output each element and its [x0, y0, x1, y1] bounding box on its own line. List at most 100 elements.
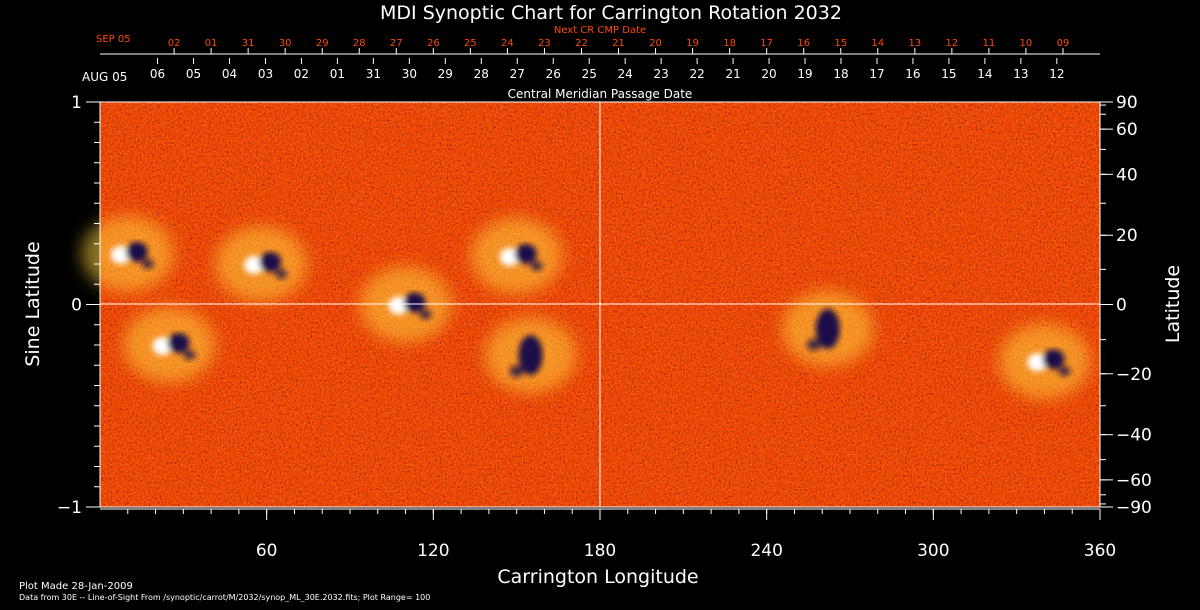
cmp-date-label: 21 — [725, 67, 740, 81]
positive-spot — [1027, 353, 1048, 372]
active-region — [499, 243, 543, 271]
x-tick-label: 300 — [917, 541, 949, 561]
negative-spot — [167, 333, 190, 353]
next-cmp-date-label: 20 — [649, 38, 662, 49]
negative-spot — [183, 350, 196, 360]
next-cmp-start-label: SEP 05 — [96, 34, 131, 45]
next-cmp-date-label: 27 — [390, 38, 403, 49]
negative-spot — [403, 292, 426, 313]
negative-spot — [806, 338, 821, 351]
next-cmp-axis-label: Next CR CMP Date — [554, 25, 646, 36]
negative-spot — [1042, 349, 1065, 370]
cmp-date-label: 22 — [689, 67, 704, 81]
next-cmp-date-label: 15 — [834, 38, 847, 49]
cmp-date-label: 25 — [582, 67, 597, 81]
next-cmp-date-label: 13 — [908, 38, 921, 49]
next-cmp-date-label: 29 — [316, 38, 329, 49]
x-tick-label: 240 — [750, 541, 782, 561]
next-cmp-date-label: 26 — [427, 38, 440, 49]
cmp-date-label: 15 — [941, 67, 956, 81]
data-source-note: Data from 30E -- Line-of-Sight From /syn… — [19, 593, 430, 602]
lat-tick-label: 60 — [1116, 120, 1138, 140]
active-region — [388, 292, 432, 320]
x-tick-label: 360 — [1084, 541, 1116, 561]
next-cmp-date-label: 28 — [353, 38, 366, 49]
negative-spot — [141, 258, 154, 269]
cmp-date-label: 12 — [1049, 67, 1064, 81]
cmp-axis-label: Central Meridian Passage Date — [508, 87, 693, 101]
next-cmp-date-label: 18 — [723, 38, 736, 49]
cmp-date-label: 20 — [761, 67, 776, 81]
negative-spot — [530, 260, 543, 271]
positive-spot — [499, 247, 520, 266]
carrington-longitude-axis: 60 120 180 240 300 360 — [100, 508, 1116, 561]
cmp-date-label: 16 — [905, 67, 920, 81]
next-cmp-date-label: 31 — [242, 38, 255, 49]
negative-spot — [275, 269, 288, 279]
next-cmp-date-label: 14 — [871, 38, 884, 49]
cmp-date-label: 27 — [510, 67, 525, 81]
cmp-date-label: 01 — [330, 67, 345, 81]
y-tick-label-sine: −1 — [57, 498, 82, 518]
cmp-date-label: 31 — [366, 67, 381, 81]
cmp-date-label: 03 — [258, 67, 273, 81]
active-region — [152, 333, 196, 360]
sine-latitude-axis: −1 0 1 — [57, 93, 100, 518]
cmp-date-label: 30 — [402, 67, 417, 81]
next-cmp-date-label: 02 — [168, 38, 181, 49]
lat-tick-label: 90 — [1116, 93, 1138, 113]
y-tick-label-sine: 1 — [71, 93, 82, 113]
cmp-date-label: 05 — [186, 67, 201, 81]
next-cmp-date-label: 22 — [575, 38, 588, 49]
lat-tick-label: −60 — [1116, 471, 1152, 491]
cmp-date-label: 13 — [1013, 67, 1028, 81]
negative-spot — [518, 335, 543, 376]
y-axis-label-left: Sine Latitude — [22, 241, 44, 366]
next-cmp-date-label: 17 — [760, 38, 773, 49]
lat-tick-label: −20 — [1116, 365, 1152, 385]
x-tick-label: 180 — [584, 541, 616, 561]
magnetogram-map — [81, 101, 1101, 508]
cmp-date-label: 26 — [546, 67, 561, 81]
x-tick-label: 60 — [256, 541, 278, 561]
next-cmp-axis: Next CR CMP Date SEP 05 02 01 31 30 29 28 27 26… — [96, 25, 1100, 55]
cmp-date-label: 19 — [797, 67, 812, 81]
negative-spot — [509, 365, 524, 378]
negative-spot — [815, 308, 840, 349]
cmp-axis: AUG 05 06 05 04 03 02 01 31 30 29 28 27 26 25 24 23 22 2… — [82, 58, 1064, 101]
lat-tick-label: −90 — [1116, 498, 1152, 518]
y-tick-label-sine: 0 — [71, 296, 82, 316]
cmp-date-label: 28 — [474, 67, 489, 81]
cmp-date-label: 06 — [150, 67, 165, 81]
next-cmp-date-label: 09 — [1057, 38, 1070, 49]
positive-spot — [152, 337, 173, 355]
cmp-date-label: 23 — [654, 67, 669, 81]
lat-tick-label: 0 — [1116, 296, 1127, 316]
next-cmp-date-label: 30 — [279, 38, 292, 49]
positive-spot — [388, 296, 409, 315]
active-region — [110, 241, 154, 269]
active-region — [1027, 349, 1071, 377]
positive-spot — [244, 256, 265, 274]
plot-made-note: Plot Made 28-Jan-2009 — [19, 581, 133, 592]
cmp-start-label: AUG 05 — [82, 70, 127, 84]
cmp-date-label: 04 — [222, 67, 237, 81]
lat-tick-label: 40 — [1116, 165, 1138, 185]
lat-tick-label: 20 — [1116, 226, 1138, 246]
negative-spot — [125, 241, 148, 262]
next-cmp-date-label: 21 — [612, 38, 625, 49]
cmp-date-label: 17 — [869, 67, 884, 81]
y-axis-label-right: Latitude — [1162, 265, 1184, 343]
next-cmp-date-label: 11 — [983, 38, 996, 49]
next-cmp-date-label: 23 — [538, 38, 551, 49]
positive-spot — [110, 245, 131, 264]
cmp-date-label: 02 — [294, 67, 309, 81]
x-tick-label: 120 — [417, 541, 449, 561]
cmp-date-label: 24 — [618, 67, 633, 81]
negative-spot — [1058, 366, 1071, 377]
next-cmp-date-label: 25 — [464, 38, 477, 49]
latitude-axis: 90 60 40 20 0 −20 −40 −60 −90 — [1100, 93, 1152, 518]
next-cmp-date-label: 10 — [1020, 38, 1033, 49]
chart-title: MDI Synoptic Chart for Carrington Rotati… — [380, 2, 842, 24]
